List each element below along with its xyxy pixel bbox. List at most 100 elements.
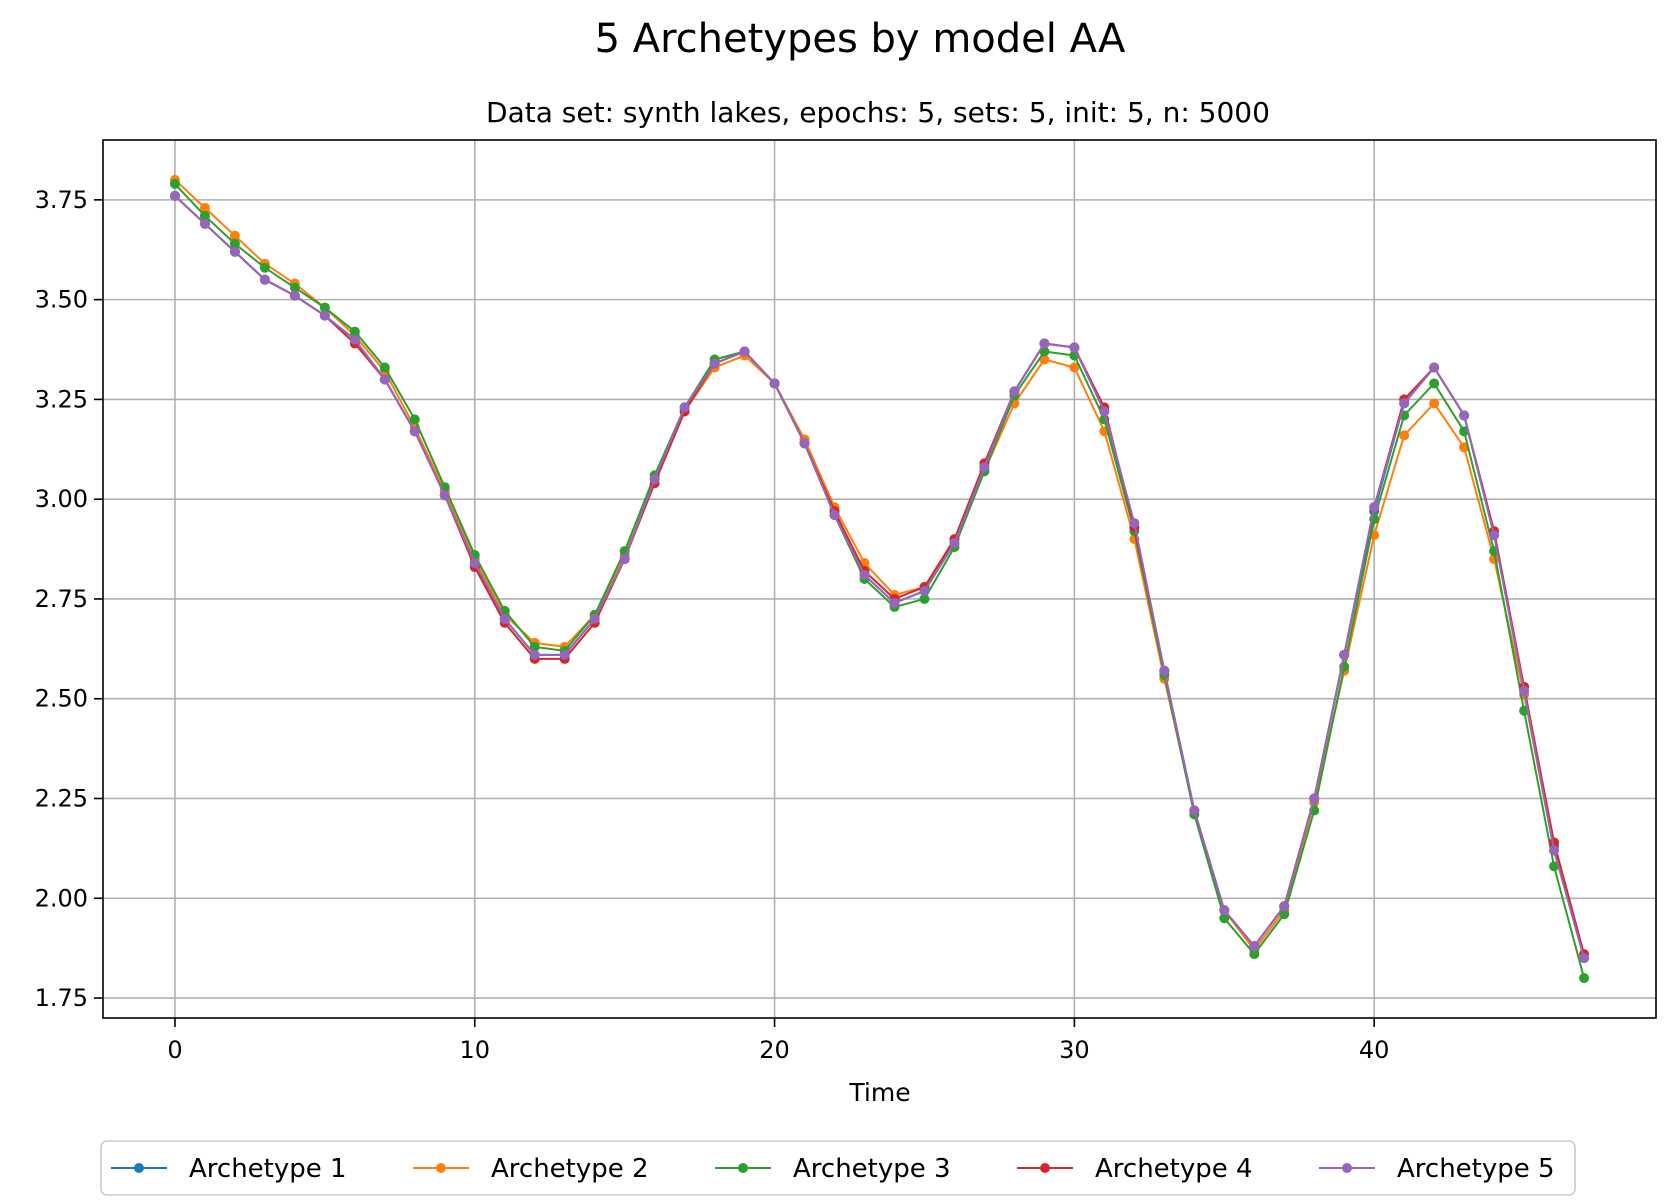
- chart-title: 5 Archetypes by model AA: [595, 16, 1126, 62]
- data-point: [889, 597, 900, 608]
- data-point: [859, 570, 870, 581]
- series-archetype-5: [169, 190, 1590, 964]
- legend-item-archetype-5: Archetype 5: [1319, 1154, 1555, 1184]
- grid-lines: [103, 140, 1656, 1018]
- data-point: [1249, 941, 1260, 952]
- x-tick-label: 20: [759, 1036, 790, 1064]
- data-point: [1129, 518, 1140, 529]
- data-point: [619, 554, 630, 565]
- data-point: [529, 649, 540, 660]
- data-point: [1399, 430, 1410, 441]
- data-point: [1399, 398, 1410, 409]
- y-axis: 1.75 2.00 2.25 2.50 2.75 3.00 3.25 3.50 3.75: [35, 186, 103, 1012]
- data-point: [289, 282, 300, 293]
- data-point: [1339, 649, 1350, 660]
- x-axis: 0 10 20 30 40: [167, 1018, 1389, 1064]
- data-point: [229, 230, 240, 241]
- x-tick-label: 40: [1359, 1036, 1390, 1064]
- data-point: [229, 238, 240, 249]
- data-point: [349, 334, 360, 345]
- data-point: [709, 358, 720, 369]
- data-point: [919, 585, 930, 596]
- data-point: [529, 641, 540, 652]
- legend-item-archetype-2: Archetype 2: [413, 1154, 649, 1184]
- data-point: [409, 426, 420, 437]
- data-point: [289, 290, 300, 301]
- x-tick-label: 10: [459, 1036, 490, 1064]
- data-point: [559, 649, 570, 660]
- data-point: [589, 613, 600, 624]
- data-point: [1549, 845, 1560, 856]
- series-line: [174, 179, 1586, 959]
- y-tick-label: 3.75: [35, 186, 88, 214]
- data-point: [1429, 362, 1440, 373]
- data-point: [1069, 362, 1080, 373]
- legend-marker: [738, 1163, 748, 1173]
- y-tick-label: 2.25: [35, 785, 88, 813]
- data-point: [1429, 378, 1440, 389]
- legend-item-archetype-1: Archetype 1: [111, 1154, 347, 1184]
- legend-marker: [436, 1163, 446, 1173]
- y-tick-label: 3.00: [35, 485, 88, 513]
- data-point: [1249, 949, 1260, 960]
- series-line: [174, 195, 1586, 959]
- y-tick-label: 2.50: [35, 685, 88, 713]
- data-point: [1039, 354, 1050, 365]
- x-tick-label: 0: [167, 1036, 182, 1064]
- data-point: [1039, 338, 1050, 349]
- legend-label: Archetype 5: [1397, 1154, 1555, 1184]
- legend-label: Archetype 2: [491, 1154, 649, 1184]
- data-point: [1459, 410, 1470, 421]
- data-point: [1159, 665, 1170, 676]
- data-point: [349, 326, 360, 337]
- series-line: [174, 183, 1586, 979]
- data-point: [1549, 861, 1560, 872]
- data-point: [169, 190, 180, 201]
- data-point: [1309, 793, 1320, 804]
- y-tick-label: 1.75: [35, 984, 88, 1012]
- legend-marker: [1342, 1163, 1352, 1173]
- data-point: [409, 414, 420, 425]
- x-tick-label: 30: [1059, 1036, 1090, 1064]
- data-point: [229, 246, 240, 257]
- data-point: [679, 402, 690, 413]
- data-point: [199, 202, 210, 213]
- data-point: [799, 438, 810, 449]
- data-point: [379, 374, 390, 385]
- data-point: [1219, 913, 1230, 924]
- legend-box: [100, 1140, 1576, 1196]
- y-tick-label: 3.50: [35, 286, 88, 314]
- data-point: [1279, 909, 1290, 920]
- legend-label: Archetype 1: [189, 1154, 347, 1184]
- legend: Archetype 1 Archetype 2 Archetype 3 Archety…: [100, 1140, 1576, 1196]
- plot-area-frame: [102, 139, 1657, 1019]
- data-point: [259, 274, 270, 285]
- legend-item-archetype-4: Archetype 4: [1017, 1154, 1253, 1184]
- data-point: [469, 558, 480, 569]
- legend-marker: [1040, 1163, 1050, 1173]
- data-point: [1579, 973, 1590, 984]
- series-layer: [169, 174, 1590, 984]
- data-point: [1429, 398, 1440, 409]
- data-point: [169, 178, 180, 189]
- y-tick-label: 2.00: [35, 884, 88, 912]
- data-point: [949, 538, 960, 549]
- legend-item-archetype-3: Archetype 3: [715, 1154, 951, 1184]
- data-point: [1069, 342, 1080, 353]
- data-point: [1009, 386, 1020, 397]
- x-axis-label: Time: [848, 1078, 910, 1107]
- data-point: [379, 362, 390, 373]
- data-point: [829, 510, 840, 521]
- legend-label: Archetype 3: [793, 1154, 951, 1184]
- data-point: [199, 218, 210, 229]
- data-point: [769, 378, 780, 389]
- data-point: [1579, 953, 1590, 964]
- data-point: [499, 613, 510, 624]
- data-point: [919, 593, 930, 604]
- data-point: [319, 302, 330, 313]
- data-point: [1099, 406, 1110, 417]
- data-point: [319, 310, 330, 321]
- legend-marker: [134, 1163, 144, 1173]
